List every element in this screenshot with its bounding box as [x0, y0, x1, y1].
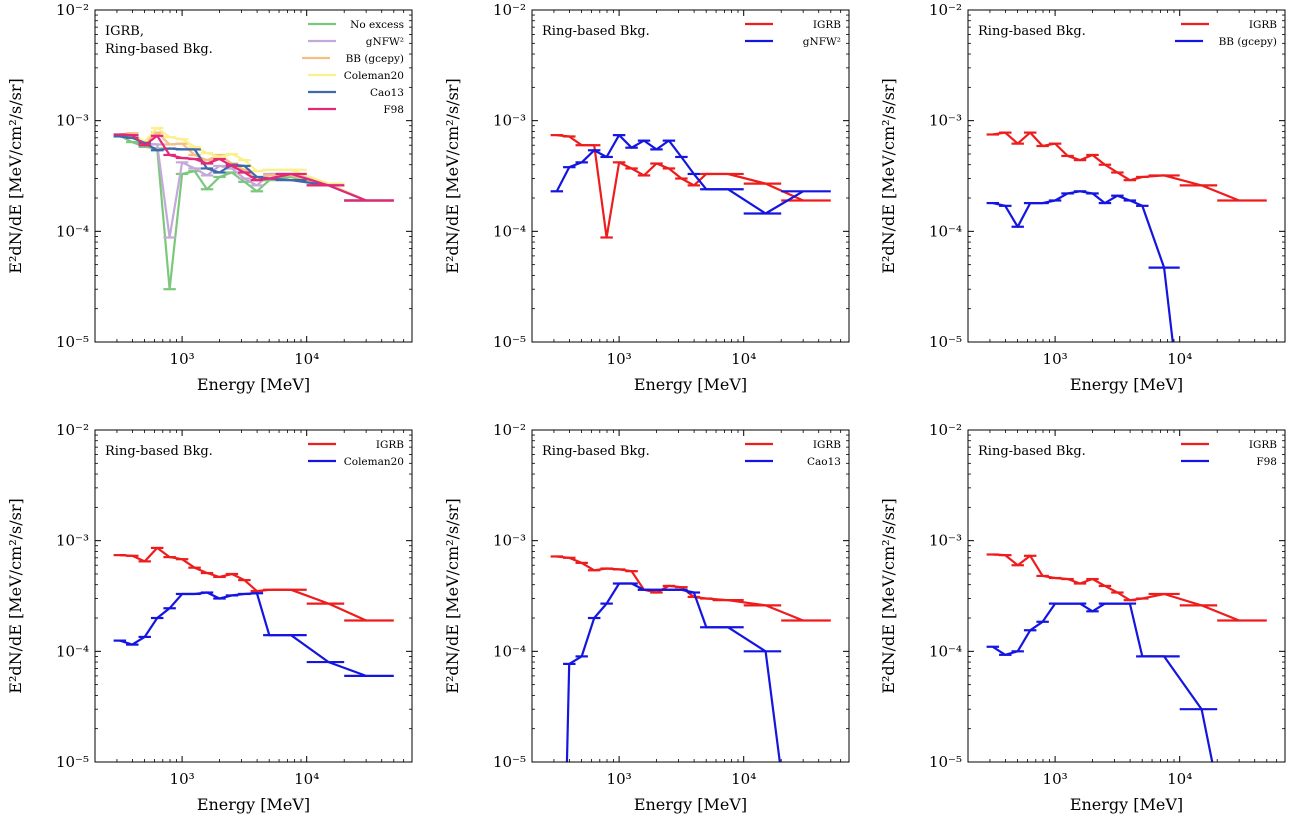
series-line-4 [119, 126, 367, 202]
legend-label: BB (gcepy) [346, 53, 404, 65]
x-tick-label: 10⁴ [731, 350, 756, 368]
y-tick-label: 10⁻³ [929, 112, 962, 130]
legend-label: gNFW² [803, 36, 841, 48]
y-tick-label: 10⁻² [56, 1, 89, 19]
panel-annotation: Ring-based Bkg. [978, 444, 1086, 459]
series-group [550, 555, 831, 762]
legend-label: IGRB [813, 439, 841, 451]
x-axis-label: Energy [MeV] [197, 375, 310, 394]
y-tick-label: 10⁻⁵ [493, 753, 526, 771]
y-tick-label: 10⁻² [56, 421, 89, 439]
x-tick-label: 10³ [607, 770, 632, 788]
x-tick-label: 10³ [607, 350, 632, 368]
legend-label: No excess [350, 19, 404, 31]
x-axis-label: Energy [MeV] [197, 795, 310, 814]
series-line-2 [565, 582, 781, 762]
series-line-1 [992, 553, 1240, 622]
y-axis-label: E²dN/dE [MeV/cm²/s/sr] [6, 498, 25, 693]
x-tick-label: 10⁴ [294, 350, 319, 368]
y-tick-label: 10⁻² [493, 1, 526, 19]
panel-annotation: Ring-based Bkg. [978, 24, 1086, 39]
legend-label: Coleman20 [344, 456, 404, 468]
legend-label: IGRB [1249, 19, 1277, 31]
y-tick-label: 10⁻⁴ [929, 222, 962, 240]
series-line-2 [992, 602, 1214, 762]
legend-label: Coleman20 [344, 70, 404, 82]
y-tick-label: 10⁻³ [929, 532, 962, 550]
y-axis-label: E²dN/dE [MeV/cm²/s/sr] [879, 78, 898, 273]
x-axis-label: Energy [MeV] [1070, 795, 1183, 814]
y-axis-label: E²dN/dE [MeV/cm²/s/sr] [879, 498, 898, 693]
plot-frame [94, 9, 413, 343]
series-line-2 [992, 190, 1174, 342]
legend-label: Cao13 [370, 87, 404, 99]
plot-frame [967, 429, 1286, 763]
plot-frame [531, 429, 850, 763]
y-tick-label: 10⁻⁵ [56, 753, 89, 771]
series-group [986, 553, 1267, 762]
x-axis-label: Energy [MeV] [1070, 375, 1183, 394]
y-axis-label: E²dN/dE [MeV/cm²/s/sr] [443, 78, 462, 273]
y-tick-label: 10⁻⁵ [493, 333, 526, 351]
series-line-1 [992, 131, 1240, 202]
chart-panel-6: 10³ 10⁴ 10⁻⁵ 10⁻⁴ 10⁻³ 10⁻² Ring-based Bkg. IGR… [879, 421, 1286, 814]
y-tick-label: 10⁻⁴ [56, 642, 89, 660]
panel-annotation: Ring-based Bkg. [105, 444, 213, 459]
series-group [550, 134, 831, 239]
legend-label: gNFW² [366, 36, 404, 48]
legend-label: IGRB [1249, 439, 1277, 451]
chart-panel-3: 10³ 10⁴ 10⁻⁵ 10⁻⁴ 10⁻³ 10⁻² Ring-based Bkg. IGR… [879, 1, 1286, 394]
y-tick-label: 10⁻⁵ [929, 333, 962, 351]
y-tick-label: 10⁻³ [56, 112, 89, 130]
y-tick-label: 10⁻⁴ [56, 222, 89, 240]
x-tick-label: 10⁴ [731, 770, 756, 788]
y-tick-label: 10⁻³ [493, 532, 526, 550]
series-group [113, 126, 394, 291]
y-tick-label: 10⁻⁵ [56, 333, 89, 351]
x-tick-label: 10³ [1043, 770, 1068, 788]
chart-panel-1: 10³ 10⁴ 10⁻⁵ 10⁻⁴ 10⁻³ 10⁻² IGRB, Ring-based Bk… [6, 1, 413, 394]
series-group [113, 546, 394, 677]
legend-label: BB (gcepy) [1219, 36, 1277, 48]
series-line-1 [119, 546, 367, 622]
panel-annotation: IGRB, [105, 24, 144, 39]
y-axis-label: E²dN/dE [MeV/cm²/s/sr] [443, 498, 462, 693]
y-axis-label: E²dN/dE [MeV/cm²/s/sr] [6, 78, 25, 273]
legend-label: IGRB [813, 19, 841, 31]
series-group [986, 131, 1267, 342]
y-tick-label: 10⁻³ [493, 112, 526, 130]
chart-panel-5: 10³ 10⁴ 10⁻⁵ 10⁻⁴ 10⁻³ 10⁻² Ring-based Bkg. IGR… [443, 421, 850, 814]
chart-panel-4: 10³ 10⁴ 10⁻⁵ 10⁻⁴ 10⁻³ 10⁻² Ring-based Bkg. IGR… [6, 421, 413, 814]
legend-label: F98 [1256, 456, 1277, 468]
legend-label: IGRB [376, 439, 404, 451]
plot-frame [531, 9, 850, 343]
x-tick-label: 10³ [1043, 350, 1068, 368]
y-tick-label: 10⁻⁴ [929, 642, 962, 660]
plot-frame [967, 9, 1286, 343]
x-tick-label: 10⁴ [1167, 350, 1192, 368]
x-axis-label: Energy [MeV] [634, 795, 747, 814]
plot-frame [94, 429, 413, 763]
y-tick-label: 10⁻⁵ [929, 753, 962, 771]
chart-panel-2: 10³ 10⁴ 10⁻⁵ 10⁻⁴ 10⁻³ 10⁻² Ring-based Bkg. IGR… [443, 1, 850, 394]
y-tick-label: 10⁻⁴ [493, 222, 526, 240]
x-tick-label: 10⁴ [294, 770, 319, 788]
y-tick-label: 10⁻³ [56, 532, 89, 550]
x-axis-label: Energy [MeV] [634, 375, 747, 394]
x-tick-label: 10³ [170, 350, 195, 368]
panel-annotation: Ring-based Bkg. [105, 42, 213, 57]
y-tick-label: 10⁻² [929, 421, 962, 439]
y-tick-label: 10⁻⁴ [493, 642, 526, 660]
x-tick-label: 10⁴ [1167, 770, 1192, 788]
panel-annotation: Ring-based Bkg. [542, 444, 650, 459]
y-tick-label: 10⁻² [493, 421, 526, 439]
legend-label: F98 [383, 104, 404, 116]
x-tick-label: 10³ [170, 770, 195, 788]
series-line-6 [119, 133, 367, 202]
legend-label: Cao13 [807, 456, 841, 468]
y-tick-label: 10⁻² [929, 1, 962, 19]
series-line-1 [556, 555, 804, 622]
panel-annotation: Ring-based Bkg. [542, 24, 650, 39]
